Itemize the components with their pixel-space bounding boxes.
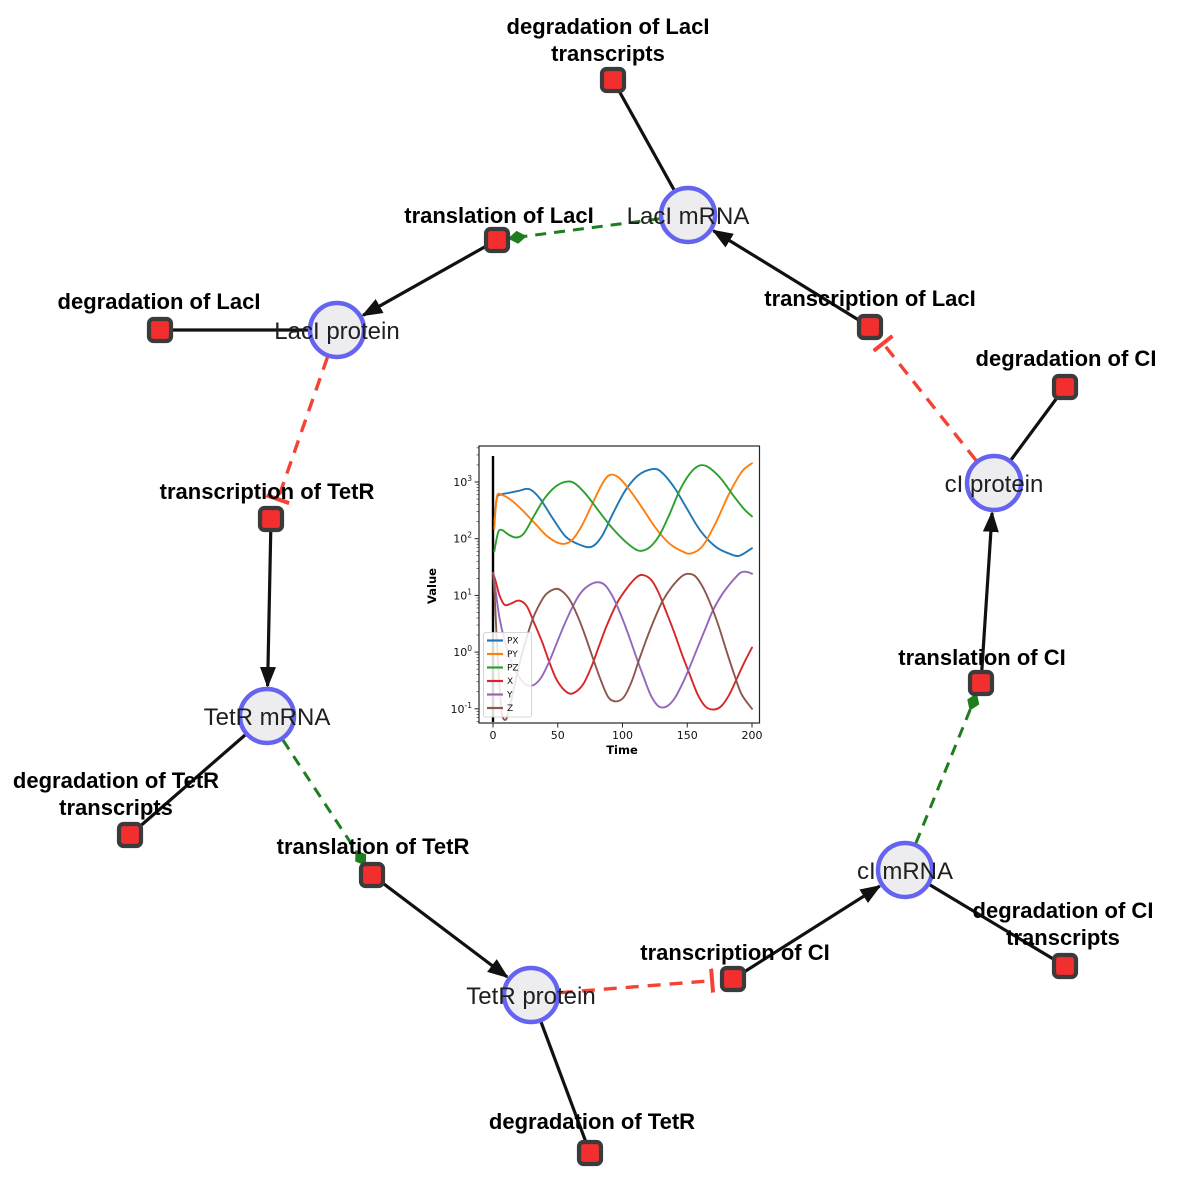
species-node-tetr_protein[interactable] [501, 965, 561, 1025]
reaction-node-translation_laci[interactable] [483, 226, 511, 254]
labels-layer: degradation of LacItranscriptstranslatio… [13, 14, 1157, 1134]
reaction-label-translation_ci-line1: translation of CI [898, 645, 1065, 670]
y-axis-tick-label: 102 [453, 531, 472, 546]
species-label-laci_mrna: LacI mRNA [627, 203, 750, 230]
edge-production-translation_laci-laci_protein [361, 238, 498, 317]
reaction-label-deg_laci-line1: degradation of LacI [58, 289, 261, 314]
edges-layer [128, 79, 1067, 1154]
species-label-tetr_protein: TetR protein [466, 983, 595, 1010]
reaction-label-translation_laci-line1: translation of LacI [404, 203, 593, 228]
x-axis-tick-label: 150 [677, 729, 698, 742]
x-axis-label: Time [606, 743, 638, 757]
x-axis-tick-label: 50 [551, 729, 565, 742]
reaction-node-transcription_tetr[interactable] [257, 505, 285, 533]
y-axis-tick-label: 100 [453, 644, 472, 659]
series-line-X [492, 571, 753, 711]
y-axis-label: Value [425, 568, 439, 604]
nodes-layer [116, 66, 1079, 1167]
reaction-label-deg_tetr_tx-line2: transcripts [59, 795, 173, 820]
legend-label-Y: Y [506, 691, 513, 701]
edge-production-translation_ci-ci_protein [979, 510, 999, 684]
reaction-node-translation_ci[interactable] [967, 669, 995, 697]
species-label-tetr_mrna: TetR mRNA [204, 704, 331, 731]
edge-production-transcription_laci-laci_mrna [711, 229, 871, 329]
species-label-laci_protein: LacI protein [274, 318, 399, 345]
plot-frame [478, 445, 761, 724]
reaction-node-translation_tetr[interactable] [358, 861, 386, 889]
species-node-ci_protein[interactable] [964, 453, 1024, 513]
reaction-label-deg_ci-line1: degradation of CI [976, 346, 1157, 371]
reaction-label-deg_ci_tx-line2: transcripts [1006, 925, 1120, 950]
species-node-laci_mrna[interactable] [658, 185, 718, 245]
edge-inhibition-tetr_protein-transcription_ci [559, 981, 712, 995]
reaction-label-transcription_ci-line1: transcription of CI [640, 940, 829, 965]
reaction-node-deg_laci[interactable] [146, 316, 174, 344]
edge-production-translation_tetr-tetr_protein [371, 873, 509, 979]
reaction-node-transcription_ci[interactable] [719, 965, 747, 993]
legend: PX PY PZ XYZ [483, 632, 532, 718]
species-node-ci_mrna[interactable] [875, 840, 935, 900]
edge-inhibition-laci_protein-transcription_tetr [278, 356, 330, 499]
reaction-label-deg_tetr_tx-line1: degradation of TetR [13, 768, 219, 793]
edge-modifier-laci_mrna-translation_laci [507, 217, 660, 244]
reaction-label-translation_tetr-line1: translation of TetR [277, 834, 470, 859]
reaction-node-deg_laci_tx[interactable] [599, 66, 627, 94]
inset-chart: 0 50 100 150 200 103 102 101 100 10-1 PX PY PZ XYZ Ti… [425, 440, 773, 764]
reaction-label-transcription_tetr-line1: transcription of TetR [160, 479, 375, 504]
y-axis-tick-label: 103 [453, 474, 472, 489]
y-axis-tick-label: 10-1 [451, 701, 473, 716]
legend-label-PX: PX [507, 637, 519, 647]
species-node-laci_protein[interactable] [307, 300, 367, 360]
species-label-ci_mrna: cI mRNA [857, 858, 953, 885]
edge-consumption-tetr_protein-deg_tetr [539, 1021, 592, 1154]
legend-label-X: X [507, 677, 513, 687]
edge-consumption-laci_mrna-deg_laci_tx [611, 79, 676, 191]
reaction-label-deg_laci_tx-line2: transcripts [551, 41, 665, 66]
edge-modifier-tetr_mrna-translation_tetr [281, 739, 367, 866]
reaction-label-deg_laci_tx-line1: degradation of LacI [507, 14, 710, 39]
legend-label-PZ: PZ [507, 664, 519, 674]
edge-consumption-ci_mrna-deg_ci_tx [929, 883, 1066, 968]
edge-production-transcription_tetr-tetr_mrna [259, 518, 276, 688]
edge-inhibition-ci_protein-transcription_laci [883, 343, 978, 462]
edge-modifier-ci_mrna-translation_ci [914, 693, 980, 844]
series-line-PY [493, 462, 753, 555]
legend-label-PY: PY [507, 650, 518, 660]
reaction-node-deg_ci_tx[interactable] [1051, 952, 1079, 980]
reaction-node-deg_tetr_tx[interactable] [116, 821, 144, 849]
y-axis-tick-label: 101 [453, 587, 472, 602]
series-line-PZ [493, 464, 753, 553]
reaction-node-deg_ci[interactable] [1051, 373, 1079, 401]
reaction-label-deg_tetr-line1: degradation of TetR [489, 1109, 695, 1134]
edge-consumption-tetr_mrna-deg_tetr_tx [128, 733, 247, 837]
reaction-label-deg_ci_tx-line1: degradation of CI [973, 898, 1154, 923]
species-label-ci_protein: cI protein [945, 471, 1044, 498]
x-axis-tick-label: 100 [612, 729, 633, 742]
reaction-label-transcription_laci-line1: transcription of LacI [764, 286, 975, 311]
edge-production-transcription_ci-ci_mrna [732, 884, 882, 981]
x-axis-tick-label: 0 [490, 729, 497, 742]
species-node-tetr_mrna[interactable] [237, 686, 297, 746]
series-line-PX [493, 467, 753, 557]
reaction-node-transcription_laci[interactable] [856, 313, 884, 341]
legend-label-Z: Z [507, 704, 513, 714]
x-axis-tick-label: 200 [742, 729, 763, 742]
reaction-node-deg_tetr[interactable] [576, 1139, 604, 1167]
